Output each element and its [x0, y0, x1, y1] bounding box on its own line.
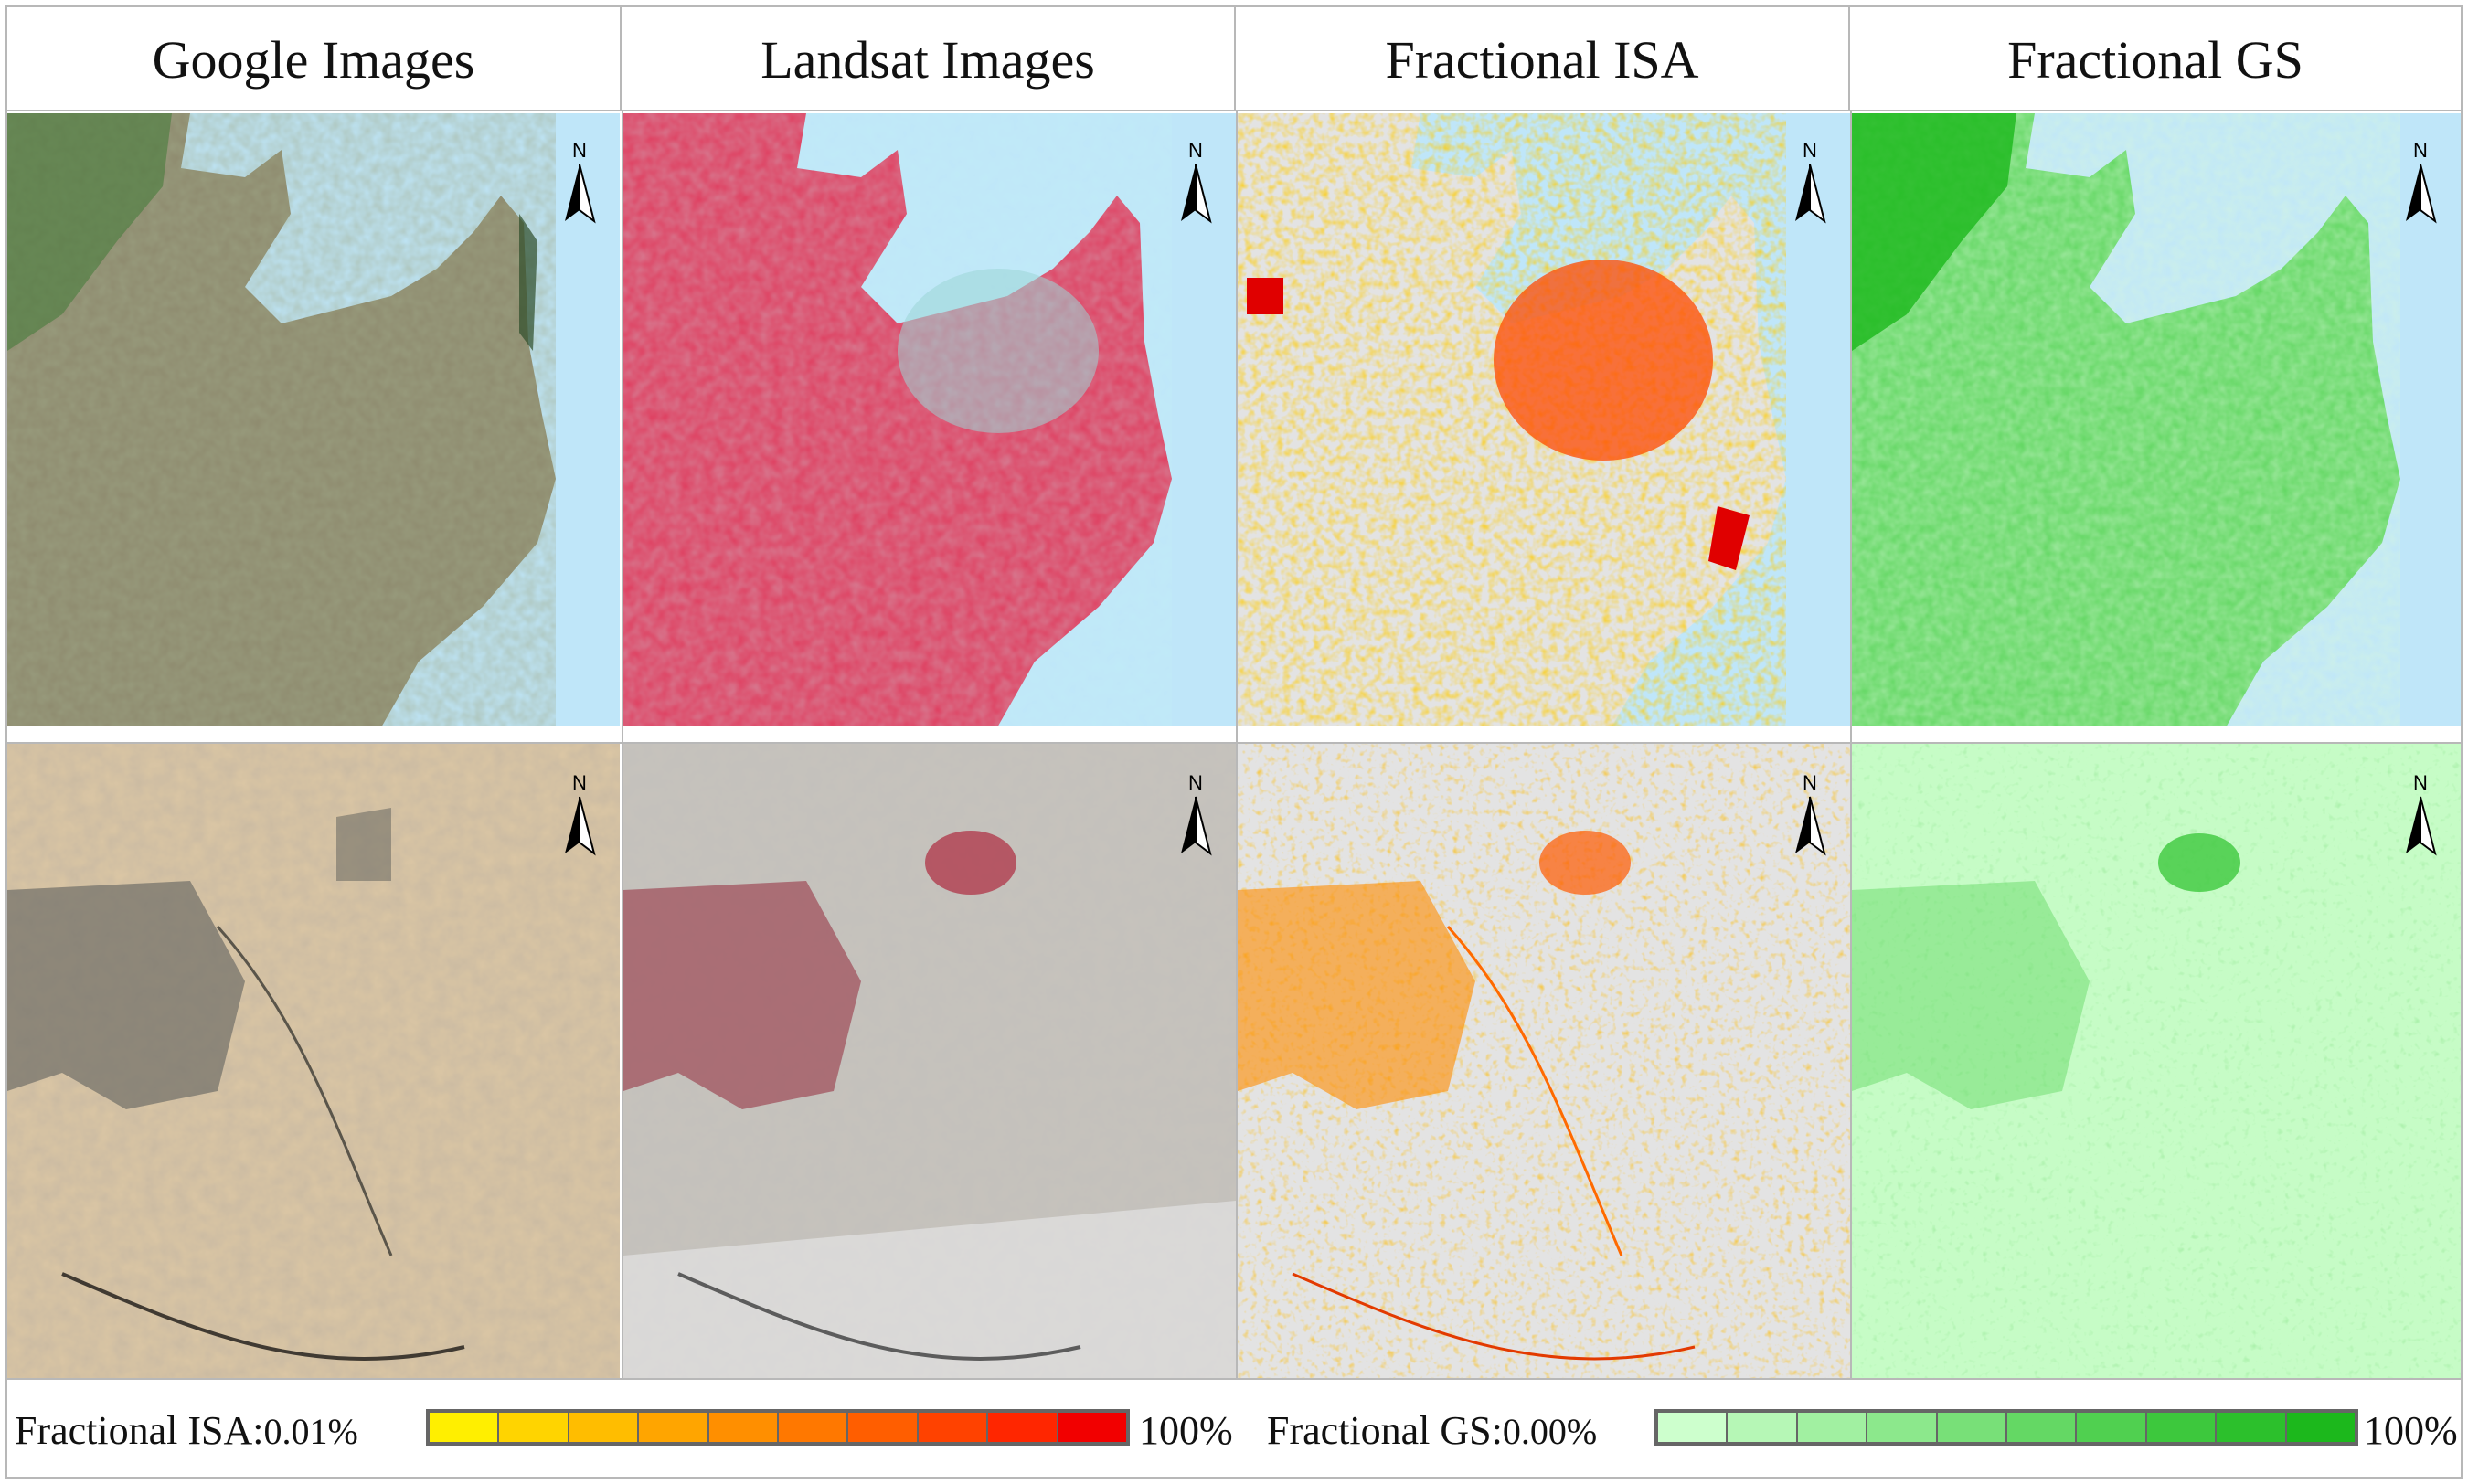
legend-isa-swatch — [988, 1413, 1058, 1442]
legend-gs-swatch — [1658, 1413, 1729, 1442]
legend-isa-swatch — [639, 1413, 709, 1442]
north-arrow-icon: N — [2406, 771, 2437, 856]
column-divider — [622, 111, 623, 1378]
column-divider — [1236, 111, 1238, 1378]
header-divider — [7, 110, 2461, 111]
legend-isa-swatch — [430, 1413, 500, 1442]
map-fractional-gs-desert: N — [1852, 744, 2461, 1378]
north-arrow-icon: N — [565, 139, 596, 224]
legend-divider — [7, 1378, 2461, 1380]
legend-gs-swatch — [1937, 1413, 2008, 1442]
column-header-isa: Fractional ISA — [1236, 7, 1850, 111]
legend-gs-min: 0.00% — [1502, 1411, 1598, 1452]
north-arrow-icon: N — [1181, 771, 1212, 856]
north-label: N — [1188, 771, 1203, 794]
legend-gs-max: 100% — [2364, 1408, 2458, 1453]
map-google-coastal: N — [7, 113, 620, 726]
legend-isa-swatch — [918, 1413, 989, 1442]
column-header-landsat: Landsat Images — [622, 7, 1236, 111]
map-google-desert: N — [7, 744, 620, 1378]
legend-isa-swatch — [708, 1413, 780, 1442]
legend-isa-swatch — [499, 1413, 569, 1442]
legend-gs-label: Fractional GS:0.00% — [1267, 1407, 1597, 1454]
legend-gs-swatch — [1797, 1413, 1868, 1442]
column-header-google: Google Images — [7, 7, 622, 111]
legend-isa-min: 0.01% — [263, 1411, 358, 1452]
north-label: N — [2413, 771, 2428, 794]
row-divider — [7, 742, 2461, 744]
north-arrow-icon: N — [1181, 139, 1212, 224]
legend-gs-swatch — [1728, 1413, 1798, 1442]
column-divider — [1850, 111, 1852, 1378]
map-landsat-coastal: N — [623, 113, 1236, 726]
legend-gs-swatch — [2286, 1413, 2356, 1442]
figure-frame — [5, 5, 2463, 1479]
north-label: N — [2413, 139, 2428, 162]
map-fractional-isa-coastal: N — [1238, 113, 1850, 726]
legend-isa-swatch — [848, 1413, 919, 1442]
legend-gs-title: Fractional GS: — [1267, 1408, 1503, 1453]
north-label: N — [1188, 139, 1203, 162]
north-label: N — [572, 771, 587, 794]
map-fractional-gs-coastal: N — [1852, 113, 2461, 726]
north-arrow-icon: N — [1795, 771, 1826, 856]
map-fractional-isa-desert: N — [1238, 744, 1850, 1378]
legend-isa-max: 100% — [1139, 1408, 1233, 1453]
legend-isa-ramp — [426, 1409, 1130, 1446]
north-arrow-icon: N — [565, 771, 596, 856]
column-header-gs: Fractional GS — [2007, 29, 2303, 90]
legend-gs-swatch — [2217, 1413, 2287, 1442]
north-label: N — [572, 139, 587, 162]
north-arrow-icon: N — [1795, 139, 1826, 224]
legend-gs-swatch — [2146, 1413, 2218, 1442]
legend-gs-swatch — [2007, 1413, 2078, 1442]
map-landsat-desert: N — [623, 744, 1236, 1378]
legend: Fractional ISA:0.01% 100% Fractional GS:… — [7, 1380, 2461, 1475]
legend-gs-swatch — [2077, 1413, 2147, 1442]
north-arrow-icon: N — [2406, 139, 2437, 224]
legend-isa-label: Fractional ISA:0.01% — [15, 1407, 358, 1454]
legend-isa-swatch — [1058, 1413, 1127, 1442]
legend-isa-title: Fractional ISA: — [15, 1408, 264, 1453]
north-label: N — [1803, 771, 1817, 794]
legend-isa-swatch — [569, 1413, 640, 1442]
north-label: N — [1803, 139, 1817, 162]
legend-isa-swatch — [779, 1413, 849, 1442]
legend-gs-swatch — [1867, 1413, 1938, 1442]
legend-gs-ramp — [1654, 1409, 2358, 1446]
